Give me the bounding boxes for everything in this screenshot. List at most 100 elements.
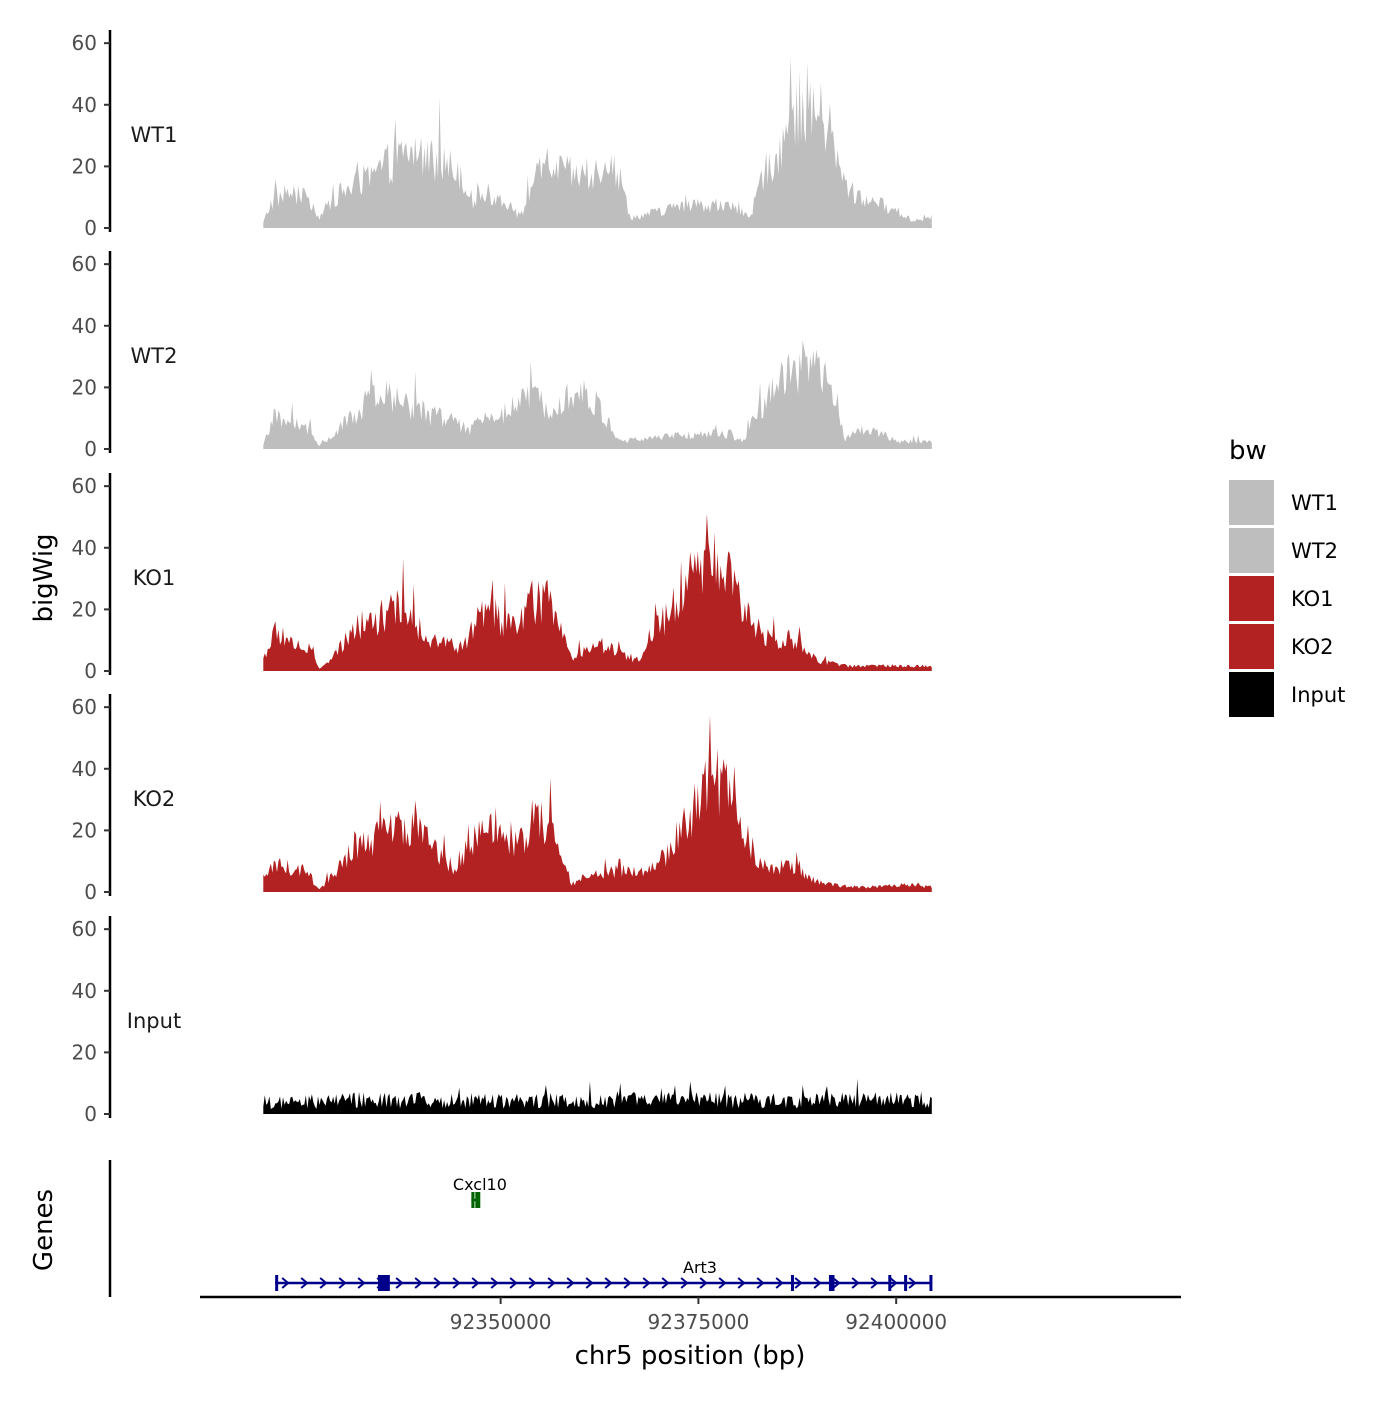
track-label: WT1 [131,123,178,147]
strand-chevron [718,1277,727,1289]
exon [888,1275,892,1291]
strand-chevron [414,1277,423,1289]
strand-chevron [870,1277,879,1289]
legend: bw WT1 WT2 KO1 KO2 Input [1229,436,1345,717]
exon [477,1192,481,1208]
legend-label-ko2: KO2 [1291,635,1334,659]
exon [828,1275,835,1291]
strand-chevron [699,1277,708,1289]
strand-chevron [433,1277,442,1289]
y-tick-label: 40 [72,757,97,781]
strand-chevron [357,1277,366,1289]
y-tick-label: 60 [72,474,97,498]
signal-area-wt1 [263,57,932,229]
strand-chevron [281,1277,290,1289]
strand-chevron [604,1277,613,1289]
legend-label-ko1: KO1 [1291,587,1334,611]
legend-label-wt2: WT2 [1291,539,1338,563]
strand-chevron [680,1277,689,1289]
strand-chevron [300,1277,309,1289]
strand-chevron [528,1277,537,1289]
track-label: Input [127,1009,181,1033]
legend-swatch-ko1 [1229,576,1274,621]
signal-area-wt2 [263,340,932,449]
y-tick-label: 60 [72,252,97,276]
strand-chevron [490,1277,499,1289]
exon [929,1275,933,1291]
y-tick-label: 60 [72,695,97,719]
legend-swatch-wt2 [1229,528,1274,573]
gene-label: Cxcl10 [453,1175,507,1194]
y-tick-label: 20 [72,818,97,842]
strand-chevron [395,1277,404,1289]
strand-chevron [737,1277,746,1289]
exon [471,1192,475,1208]
exon [790,1275,794,1291]
track-input: 0 20 40 60 Input [72,916,932,1126]
legend-swatch-wt1 [1229,480,1274,525]
exon [475,1192,479,1208]
exon [275,1275,279,1291]
strand-chevron [509,1277,518,1289]
strand-chevron [547,1277,556,1289]
y-tick-label: 20 [72,154,97,178]
strand-chevron [908,1277,917,1289]
legend-swatch-input [1229,672,1274,717]
strand-chevron [452,1277,461,1289]
gene-cxcl10: Cxcl10 [453,1175,507,1208]
genes-axis-title: Genes [29,1189,59,1271]
legend-title: bw [1229,436,1267,466]
y-tick-label: 0 [84,437,97,461]
strand-chevron [889,1277,898,1289]
gene-art3: Art3 [275,1258,933,1291]
strand-chevron [794,1277,803,1289]
strand-chevron [566,1277,575,1289]
legend-swatch-ko2 [1229,624,1274,669]
track-wt1: 0 20 40 60 WT1 [72,30,932,240]
track-label: WT2 [131,344,178,368]
genes-layer: 92350000 92375000 92400000 Cxcl10 Art3 [108,1160,1181,1334]
strand-chevron [661,1277,670,1289]
y-axis-title: bigWig [29,533,59,622]
y-tick-label: 0 [84,216,97,240]
signal-area-ko2 [263,715,932,892]
y-tick-label: 0 [84,1102,97,1126]
strand-chevron [832,1277,841,1289]
signal-area-input [263,1078,932,1114]
y-tick-label: 20 [72,375,97,399]
strand-chevron [585,1277,594,1289]
strand-chevron [775,1277,784,1289]
strand-chevron [471,1277,480,1289]
y-tick-label: 20 [72,1040,97,1064]
y-tick-label: 0 [84,880,97,904]
strand-chevron [851,1277,860,1289]
strand-chevron [813,1277,822,1289]
strand-chevron [319,1277,328,1289]
legend-label-wt1: WT1 [1291,491,1338,515]
y-tick-label: 60 [72,31,97,55]
y-tick-label: 0 [84,659,97,683]
track-ko2: 0 20 40 60 KO2 [72,694,932,904]
x-tick-label: 92375000 [648,1310,750,1334]
x-tick-label: 92400000 [845,1310,947,1334]
y-tick-label: 40 [72,979,97,1003]
track-label: KO1 [133,566,176,590]
y-tick-label: 40 [72,93,97,117]
strand-chevron [623,1277,632,1289]
exon [904,1275,908,1291]
signal-area-ko1 [263,513,932,671]
y-tick-label: 60 [72,917,97,941]
tracks-layer: 0 20 40 60 WT1 0 20 40 60 WT2 0 20 40 60 KO1 0 20 40 60 KO2… [72,30,932,1126]
strand-chevron [642,1277,651,1289]
x-tick-label: 92350000 [450,1310,552,1334]
track-label: KO2 [133,787,176,811]
track-ko1: 0 20 40 60 KO1 [72,473,932,683]
genes-axis: 92350000 92375000 92400000 [108,1160,1181,1334]
legend-label-input: Input [1291,683,1345,707]
strand-chevron [338,1277,347,1289]
y-tick-label: 20 [72,597,97,621]
y-tick-label: 40 [72,536,97,560]
x-axis-title: chr5 position (bp) [575,1341,806,1371]
